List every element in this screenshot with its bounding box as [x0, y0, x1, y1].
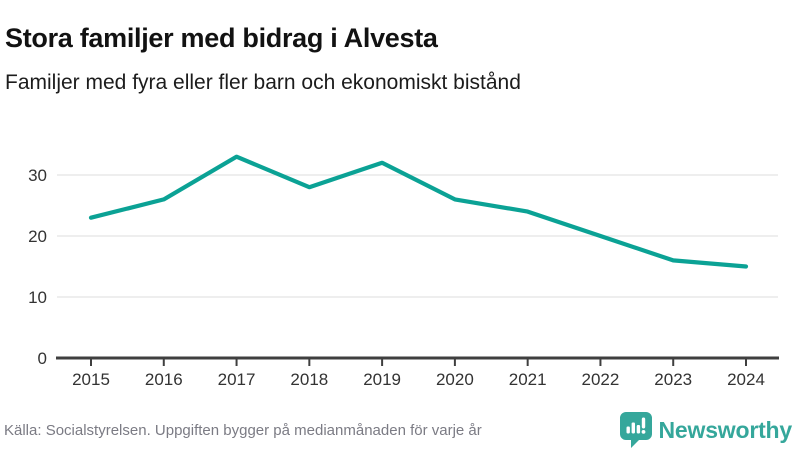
y-tick-label: 20: [28, 227, 47, 246]
x-tick-label: 2016: [145, 370, 183, 389]
newsworthy-wordmark: Newsworthy: [658, 416, 793, 443]
y-tick-label: 10: [28, 288, 47, 307]
x-tick-label: 2015: [72, 370, 110, 389]
source-note: Källa: Socialstyrelsen. Uppgiften bygger…: [4, 421, 482, 439]
x-tick-label: 2024: [727, 370, 765, 389]
x-tick-label: 2023: [654, 370, 692, 389]
footer: Källa: Socialstyrelsen. Uppgiften bygger…: [4, 411, 792, 449]
x-tick-label: 2018: [290, 370, 328, 389]
x-tick-label: 2021: [509, 370, 547, 389]
x-tick-label: 2019: [363, 370, 401, 389]
x-tick-label: 2017: [218, 370, 256, 389]
chart-subtitle: Familjer med fyra eller fler barn och ek…: [5, 71, 521, 94]
page-title: Stora familjer med bidrag i Alvesta: [5, 23, 438, 54]
y-tick-label: 30: [28, 166, 47, 185]
newsworthy-logo: Newsworthy: [619, 412, 793, 448]
newsworthy-bubble-chart-icon: [619, 412, 652, 448]
data-line: [88, 154, 749, 269]
x-tick-label: 2022: [582, 370, 620, 389]
y-tick-label: 0: [38, 349, 47, 368]
line-chart: 0 10 20 30 2015 2016 2017 2018 2019 2020 2021 2022 2…: [28, 154, 779, 389]
x-tick-label: 2020: [436, 370, 474, 389]
